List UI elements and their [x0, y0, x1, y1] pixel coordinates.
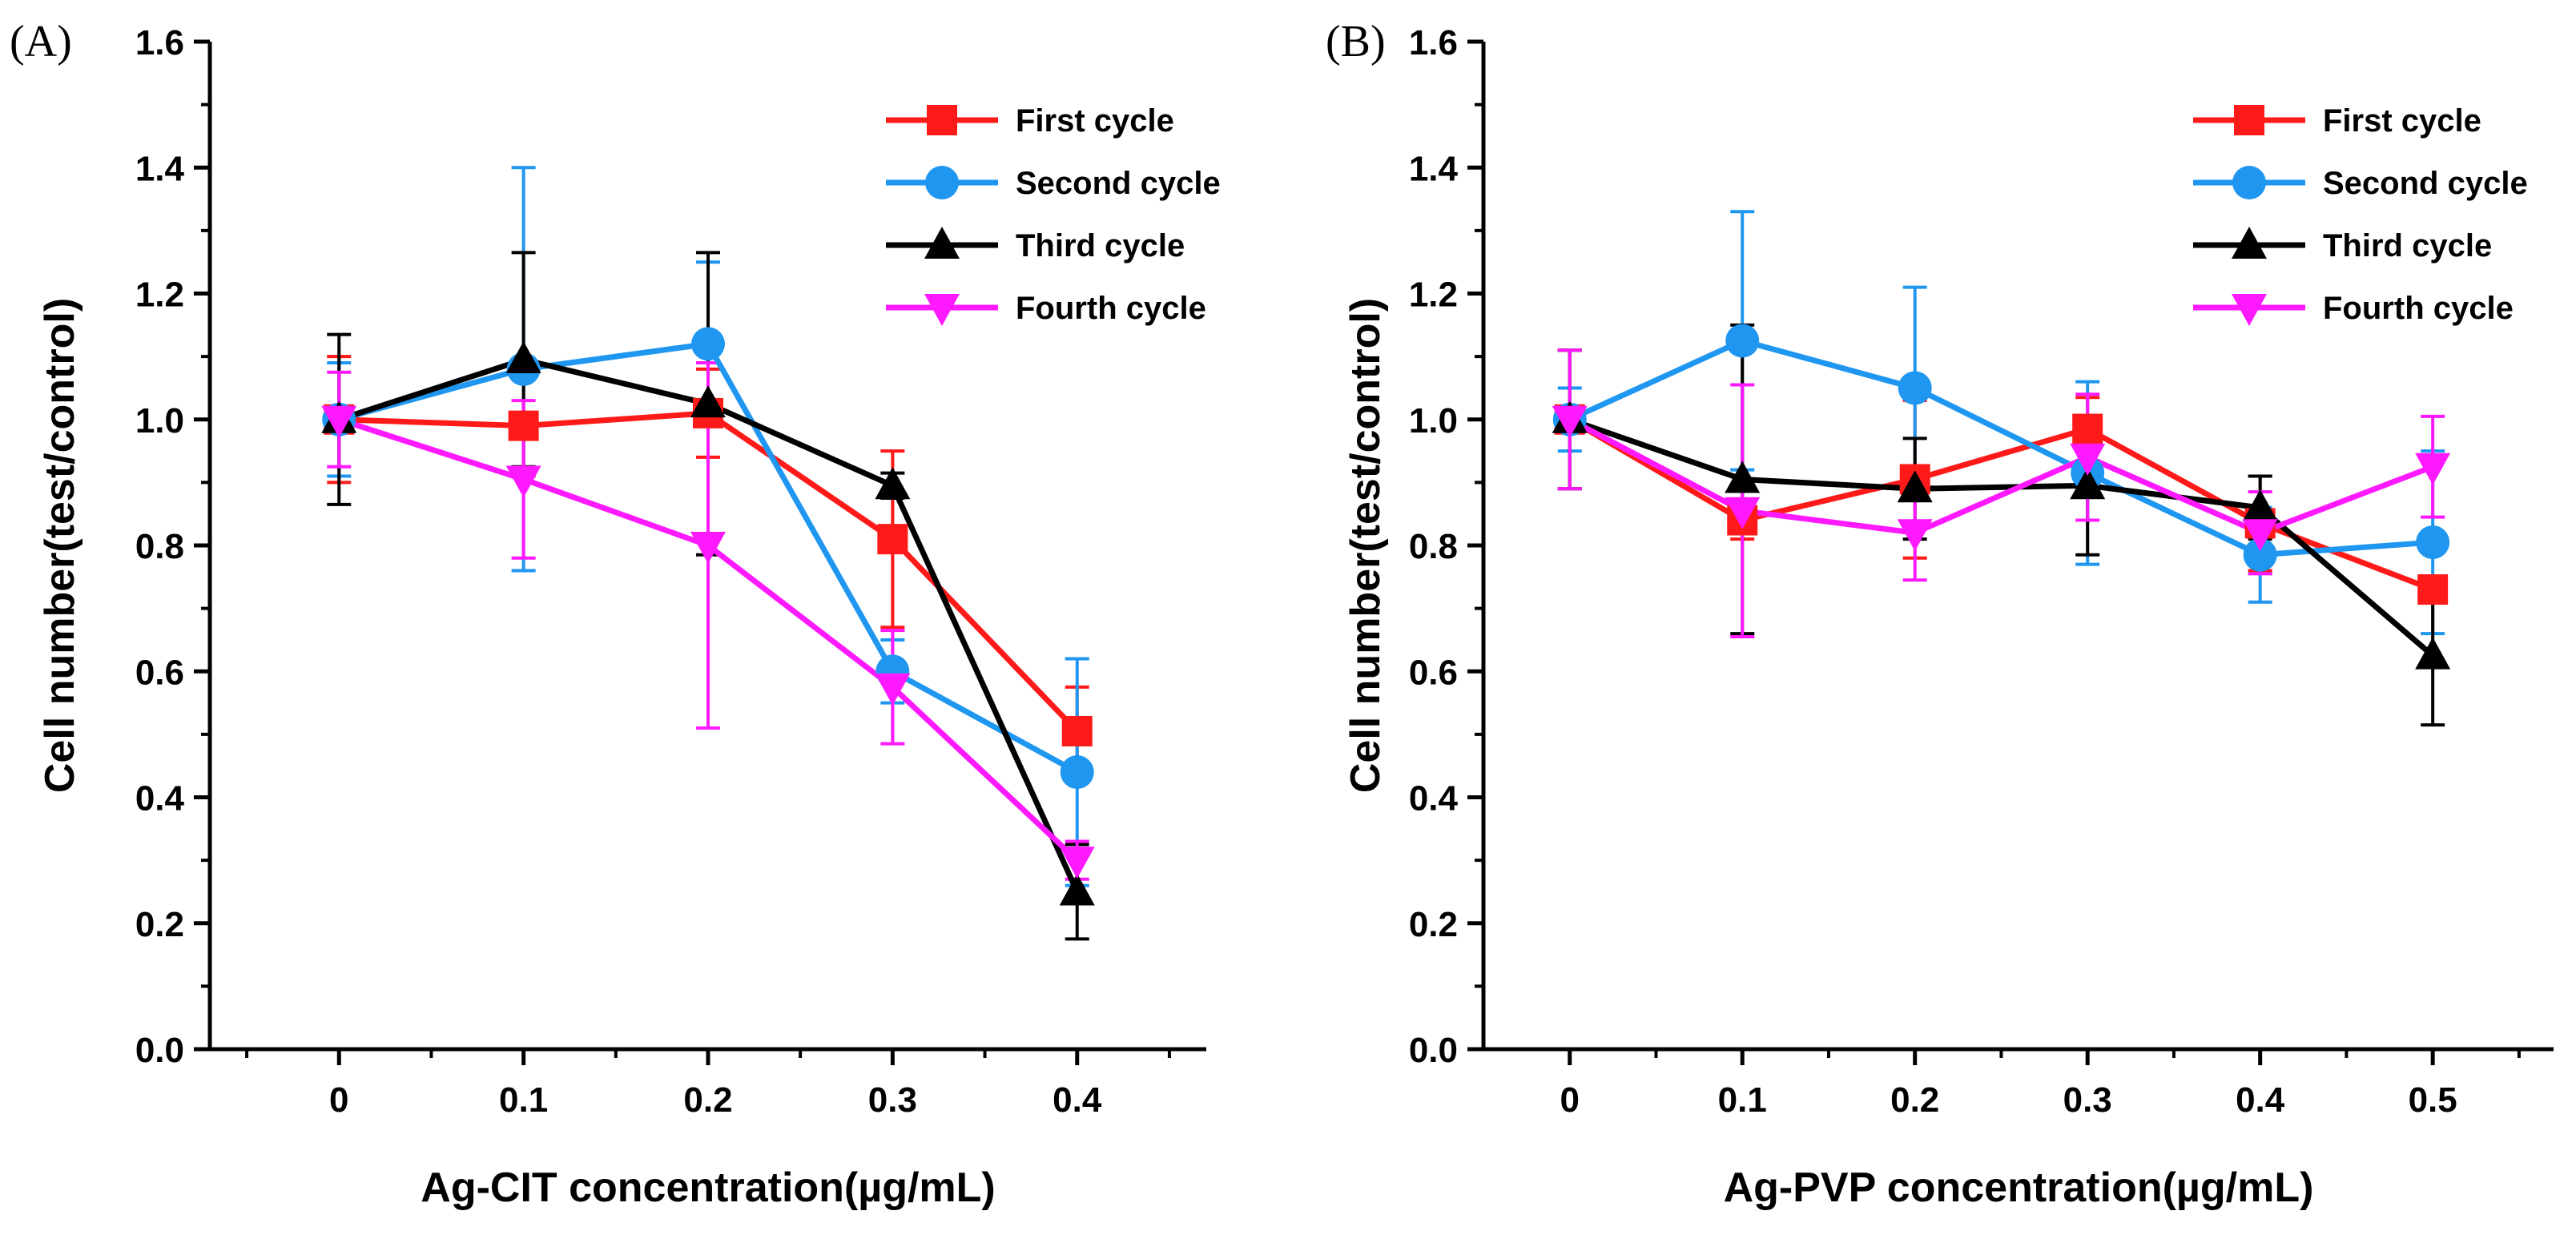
data-point: [690, 532, 726, 564]
data-point: [505, 465, 541, 498]
panel-a: (A) 0.0 0.2 0.4 0.6 0.8 1.0 1.2 1.4 1.6 0 0.1 0.2 0.3…: [10, 17, 1221, 1211]
x-tick-label: 0: [329, 1080, 348, 1120]
y-tick-label: 0.0: [135, 1031, 184, 1070]
x-tick-label: 0: [1560, 1080, 1579, 1120]
legend-marker: [924, 294, 960, 326]
data-point: [2242, 489, 2278, 521]
data-point: [2415, 637, 2451, 670]
data-point: [875, 673, 911, 706]
y-tick-label: 1.0: [135, 401, 184, 440]
series-second-cycle: [1557, 210, 2445, 636]
x-tick-label: 0.5: [2409, 1080, 2457, 1120]
legend-marker: [2232, 227, 2267, 259]
x-tick-label: 0.2: [683, 1080, 732, 1120]
data-point: [1725, 497, 1761, 529]
y-tick-label: 1.0: [1409, 401, 1458, 440]
data-point: [2243, 537, 2277, 572]
panel-b: (B) 0.0 0.2 0.4 0.6 0.8 1.0 1.2 1.4 1.6 0 0.1 0.2 0.3…: [1326, 17, 2554, 1211]
data-point: [2415, 453, 2451, 485]
data-point: [1061, 715, 1093, 746]
y-tick-label: 0.6: [135, 653, 184, 692]
y-axis-title: Cell number(test/control): [37, 298, 83, 793]
legend-label: Second cycle: [2323, 166, 2528, 201]
y-tick-label: 1.6: [135, 23, 184, 62]
y-tick-label: 1.2: [135, 276, 184, 315]
data-point: [505, 341, 541, 374]
legend-label: First cycle: [1016, 103, 1174, 139]
y-axis-title: Cell number(test/control): [1342, 298, 1389, 793]
legend-label: Third cycle: [2323, 228, 2492, 263]
y-tick-label: 0.2: [1409, 905, 1458, 944]
data-point: [2242, 519, 2278, 552]
series-third-cycle: [1557, 323, 2445, 727]
y-tick-label: 0.2: [135, 905, 184, 944]
legend: First cycle Second cycle Third cycle Fourth…: [2193, 103, 2528, 326]
data-point: [1897, 470, 1933, 503]
legend-label: Fourth cycle: [2323, 291, 2514, 326]
data-point: [2416, 525, 2450, 560]
data-point: [691, 327, 725, 361]
legend-label: Third cycle: [1016, 228, 1185, 263]
data-point: [1059, 847, 1095, 879]
data-point: [508, 410, 539, 441]
data-point: [1060, 755, 1094, 790]
y-tick-label: 0.0: [1409, 1031, 1458, 1070]
legend-label: First cycle: [2323, 103, 2481, 139]
legend-marker: [2232, 294, 2267, 326]
legend-marker: [927, 105, 957, 135]
y-tick-label: 1.4: [135, 149, 185, 188]
y-tick-label: 0.8: [135, 527, 184, 566]
series-line: [1568, 337, 2433, 558]
y-tick-label: 0.8: [1409, 527, 1458, 566]
legend-marker: [924, 227, 960, 259]
data-point: [690, 385, 726, 418]
x-tick-label: 0.3: [868, 1080, 917, 1120]
data-point: [1552, 405, 1588, 438]
legend: First cycle Second cycle Third cycle Fourth…: [886, 103, 1221, 326]
y-tick-label: 0.6: [1409, 653, 1458, 692]
data-point: [2070, 467, 2106, 500]
y-tick-label: 0.4: [135, 779, 185, 819]
series-line: [1568, 416, 2435, 658]
panel-label: (B): [1326, 17, 1386, 66]
data-point: [875, 467, 911, 500]
x-axis-title: Ag-CIT concentration(µg/mL): [421, 1165, 995, 1211]
y-tick-label: 1.2: [1409, 276, 1458, 315]
data-point: [1059, 873, 1095, 906]
legend-marker: [2234, 105, 2264, 135]
data-point: [1725, 324, 1760, 358]
x-tick-label: 0.4: [2236, 1080, 2285, 1120]
data-point: [2070, 443, 2106, 476]
x-tick-label: 0.1: [1718, 1080, 1767, 1120]
series-first-cycle: [1557, 348, 2445, 601]
x-axis-title: Ag-PVP concentration(µg/mL): [1724, 1165, 2314, 1211]
y-tick-label: 1.6: [1409, 23, 1458, 62]
y-tick-label: 1.4: [1409, 149, 1459, 188]
x-tick-label: 0.1: [499, 1080, 548, 1120]
x-tick-label: 0.3: [2063, 1080, 2112, 1120]
data-point: [1898, 371, 1932, 405]
panel-label: (A): [10, 17, 72, 66]
x-tick-label: 0.4: [1053, 1080, 1102, 1120]
legend-label: Fourth cycle: [1016, 291, 1206, 326]
data-point: [1725, 461, 1761, 493]
legend-marker: [925, 166, 959, 199]
data-point: [877, 524, 908, 555]
data-point: [1897, 519, 1933, 552]
legend-marker: [2232, 166, 2266, 199]
x-tick-label: 0.2: [1890, 1080, 1939, 1120]
data-point: [321, 405, 357, 438]
data-point: [2072, 413, 2103, 445]
series-line: [1568, 416, 2434, 593]
data-point: [2417, 574, 2449, 605]
y-tick-label: 0.4: [1409, 779, 1459, 819]
legend-label: Second cycle: [1016, 166, 1221, 201]
series-line: [1568, 416, 2434, 536]
